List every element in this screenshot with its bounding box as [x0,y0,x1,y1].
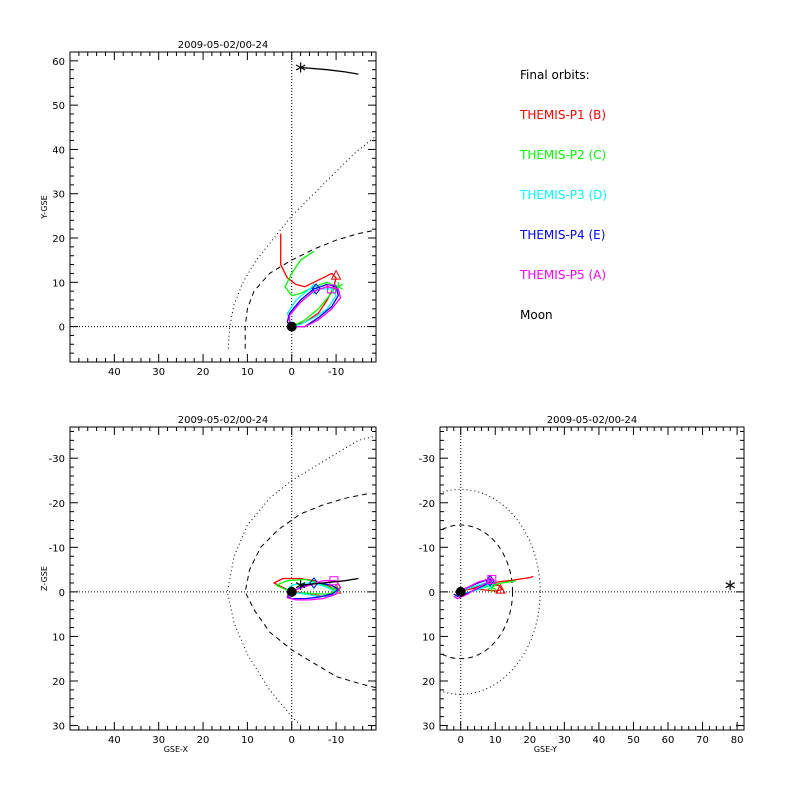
y-tick-label: 0 [59,323,65,334]
legend-item-p2: THEMIS-P2 (C) [520,148,607,162]
earth-marker [286,321,297,332]
series-line-3 [286,288,337,328]
x-axis-label: GSE-X [164,745,189,754]
x-tick-label: 40 [108,367,121,378]
series-line-6 [300,66,359,75]
magnetopause-boundary [244,229,376,349]
y-tick-label: 30 [52,722,65,733]
x-tick-label: 10 [489,735,502,746]
y-tick-label: 30 [422,722,435,733]
y-tick-label: 60 [52,57,65,68]
legend-item-moon: Moon [520,308,553,322]
marker-square-5 [327,284,337,294]
plot-yz: 0 10 20 30 40 50 60 70 80 30 20 10 0 -10 -20 -30 2009-05… [419,415,745,754]
y-tick-label: -30 [419,454,435,465]
x-tick-label: 30 [152,735,165,746]
marker-asterisk-6 [725,580,735,591]
series-line-4 [286,283,339,328]
legend-item-p3: THEMIS-P3 (D) [520,188,608,202]
y-tick-label: -10 [419,543,435,554]
legend-heading: Final orbits: [520,68,590,82]
legend-item-p1: THEMIS-P1 (B) [520,108,607,122]
x-tick-label: 10 [241,367,254,378]
plot-title: 2009-05-02/00-24 [178,415,269,426]
x-tick-label: 20 [197,735,210,746]
bow-shock-boundary [226,435,376,726]
y-tick-label: 20 [52,234,65,245]
plot-title: 2009-05-02/00-24 [178,40,269,51]
y-tick-label: 10 [422,632,435,643]
y-tick-label: 0 [429,588,435,599]
plot-area [70,427,376,730]
x-tick-label: -10 [328,367,344,378]
plot-frame [69,426,377,731]
y-tick-label: 10 [52,632,65,643]
y-tick-label: 10 [52,278,65,289]
bow-shock-boundary [227,135,376,349]
earth-marker [286,586,297,597]
marker-diamond-4 [309,577,319,589]
magnetopause-boundary [244,493,376,689]
x-tick-label: 40 [108,735,121,746]
plot-frame [69,51,377,363]
plot-xy: 40 30 20 10 0 -10 0 10 20 30 40 50 60 2009-05-02/00-2… [40,40,377,378]
plot-area [440,427,744,730]
x-tick-label: 80 [731,735,744,746]
y-tick-label: 30 [52,190,65,201]
earth-marker [455,586,466,597]
marker-asterisk-6 [295,580,306,591]
marker-asterisk-6 [295,62,306,73]
y-tick-label: -20 [49,499,65,510]
y-tick-label: 40 [52,145,65,156]
y-tick-label: 20 [422,677,435,688]
x-tick-label: 20 [197,367,210,378]
series-line-6 [300,577,359,586]
legend-item-p5: THEMIS-P5 (A) [520,268,607,282]
x-tick-label: 40 [593,735,606,746]
y-axis-label: Z-GSE [40,566,49,591]
x-tick-label: 20 [523,735,536,746]
x-axis-label: GSE-Y [534,745,557,754]
marker-diamond-3 [309,283,319,295]
bow-shock-boundary [440,488,541,695]
x-tick-label: 0 [289,735,295,746]
y-tick-label: 50 [52,101,65,112]
x-tick-label: 70 [696,735,709,746]
y-tick-label: 0 [59,588,65,599]
plot-frame [439,426,745,731]
plot-title: 2009-05-02/00-24 [547,415,638,426]
marker-square-5 [487,574,497,584]
x-tick-label: 30 [558,735,571,746]
series-line-3 [286,582,337,597]
x-tick-label: 60 [662,735,675,746]
y-tick-label: -20 [419,499,435,510]
marker-diamond-4 [311,283,321,295]
series-line-5 [286,580,342,601]
legend-item-p4: THEMIS-P4 (E) [520,228,606,242]
series-line-5 [288,286,342,328]
y-tick-label: -10 [49,543,65,554]
x-tick-label: -10 [328,735,344,746]
x-tick-label: 10 [241,735,254,746]
y-tick-label: 20 [52,677,65,688]
x-tick-label: 30 [152,367,165,378]
marker-triangle-1 [330,269,342,280]
plot-area [70,52,376,362]
x-tick-label: 50 [627,735,640,746]
y-tick-label: -30 [49,454,65,465]
plot-xz: 40 30 20 10 0 -10 30 20 10 0 -10 -20 -30 2009-05-02/0… [40,415,377,754]
y-axis-label: Y-GSE [40,195,49,219]
magnetopause-boundary [440,524,514,660]
x-tick-label: 0 [289,367,295,378]
marker-triangle-1 [495,583,506,594]
marker-square-5 [329,576,339,586]
x-tick-label: 0 [458,735,464,746]
